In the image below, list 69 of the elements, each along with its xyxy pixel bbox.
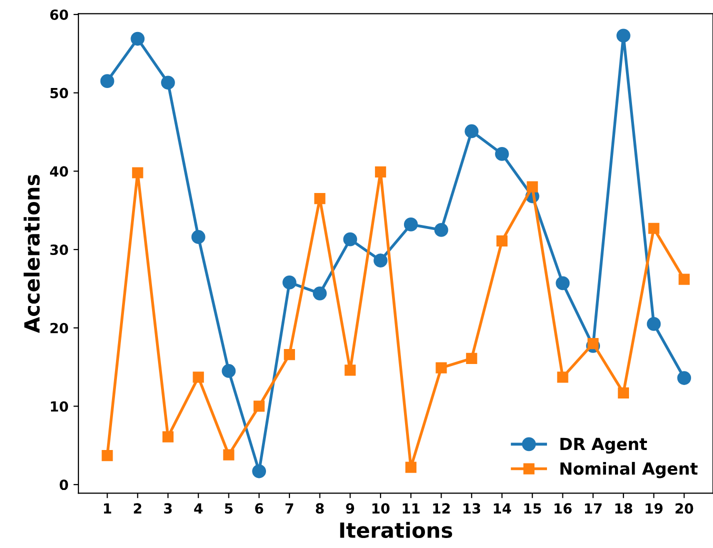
point xyxy=(466,352,478,364)
point xyxy=(130,32,145,46)
point xyxy=(312,286,327,300)
x-tick-label: 11 xyxy=(402,503,420,514)
x-tick-label: 12 xyxy=(433,503,450,514)
point xyxy=(284,348,296,360)
point xyxy=(192,372,204,383)
point xyxy=(314,193,326,204)
x-tick-label: 4 xyxy=(194,503,203,514)
point xyxy=(252,464,266,478)
point xyxy=(222,364,236,378)
point xyxy=(495,147,509,161)
point xyxy=(405,462,416,473)
y-axis-title: Accelerations xyxy=(24,174,40,333)
point xyxy=(496,235,508,246)
x-tick-label: 7 xyxy=(286,503,294,514)
point xyxy=(404,218,418,232)
x-tick-label: 3 xyxy=(164,503,172,514)
x-tick-label: 20 xyxy=(676,503,694,514)
x-tick-label: 19 xyxy=(646,503,663,514)
point xyxy=(161,76,175,90)
point xyxy=(223,449,234,460)
point xyxy=(616,28,630,43)
point xyxy=(678,274,690,285)
y-tick-label: 60 xyxy=(50,9,68,20)
x-tick-label: 2 xyxy=(134,503,142,514)
point xyxy=(374,254,388,268)
point xyxy=(282,275,296,290)
x-tick-label: 1 xyxy=(104,503,112,514)
y-tick-label: 30 xyxy=(50,244,68,256)
point xyxy=(100,74,114,88)
y-tick-label: 50 xyxy=(50,88,68,98)
point xyxy=(464,124,479,138)
y-tick-label: 40 xyxy=(50,166,68,177)
point xyxy=(677,371,692,385)
point xyxy=(556,276,570,290)
point xyxy=(344,364,356,376)
point xyxy=(436,362,447,374)
point xyxy=(374,166,386,178)
point xyxy=(588,338,599,350)
point xyxy=(557,372,568,383)
point xyxy=(132,167,144,178)
x-tick-label: 10 xyxy=(372,503,390,514)
x-tick-label: 13 xyxy=(464,503,480,514)
point xyxy=(343,232,358,246)
x-tick-label: 16 xyxy=(554,503,572,514)
point xyxy=(526,181,538,192)
x-axis-title: Iterations xyxy=(340,522,452,538)
point xyxy=(254,400,265,412)
point xyxy=(648,222,660,234)
point xyxy=(191,230,206,244)
point xyxy=(646,317,661,331)
point xyxy=(102,450,113,462)
point xyxy=(162,431,174,442)
x-tick-label: 9 xyxy=(346,503,354,514)
x-tick-label: 15 xyxy=(524,503,542,514)
x-tick-label: 14 xyxy=(494,503,512,514)
x-tick-label: 8 xyxy=(316,503,324,514)
y-tick-label: 10 xyxy=(50,401,68,412)
x-tick-label: 18 xyxy=(615,503,632,514)
x-tick-label: 17 xyxy=(584,503,602,514)
point xyxy=(434,223,448,237)
x-tick-label: 5 xyxy=(224,503,233,514)
legend-label: Nominal Agent xyxy=(560,462,698,478)
point xyxy=(618,387,629,398)
x-tick-label: 6 xyxy=(255,503,264,514)
legend-label: DR Agent xyxy=(560,438,647,454)
y-tick-label: 20 xyxy=(50,322,68,334)
y-tick-label: 0 xyxy=(60,480,68,490)
